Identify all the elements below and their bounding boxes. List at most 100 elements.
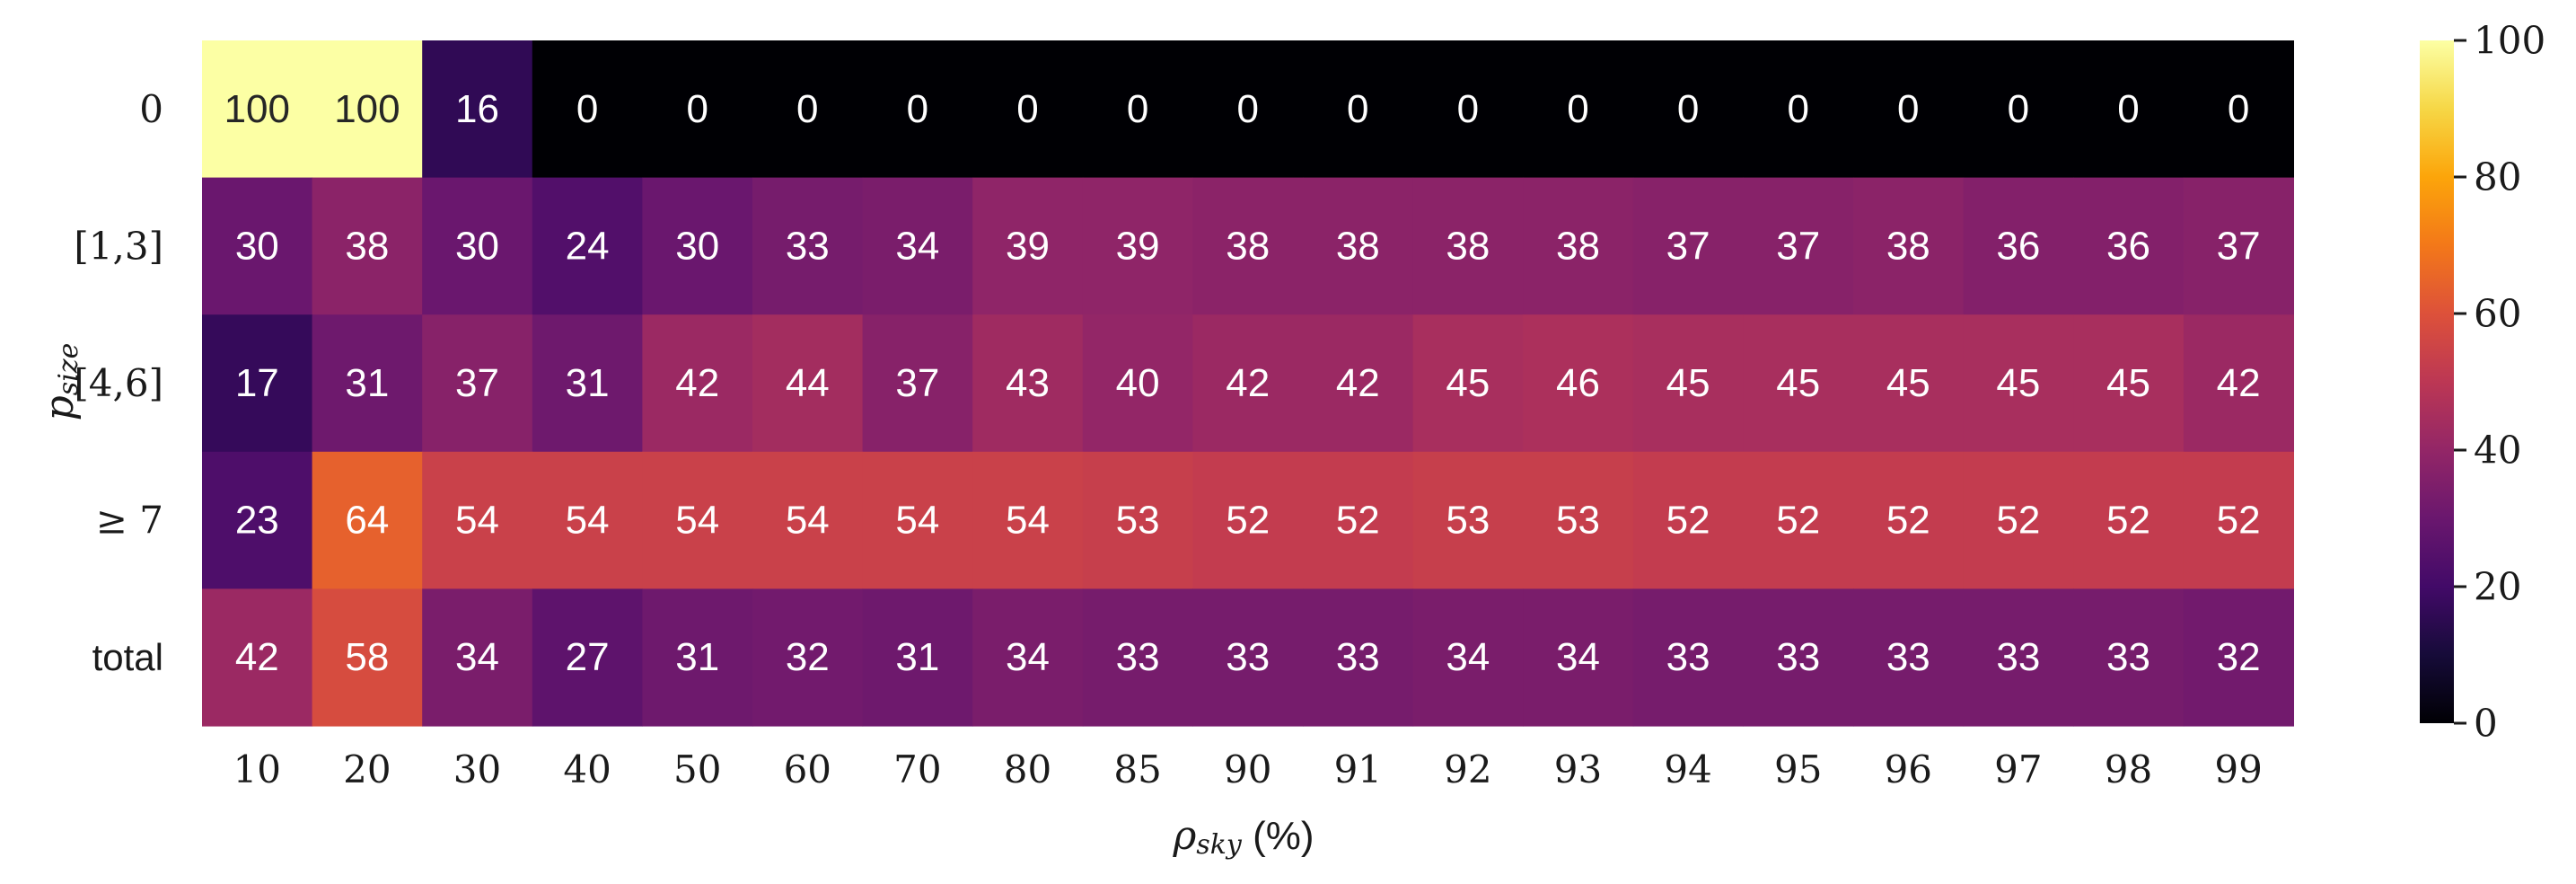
cell-value-label: 0	[1236, 87, 1258, 131]
colorbar-tick-label: 100	[2474, 19, 2545, 63]
heatmap-cell	[1192, 40, 1304, 179]
x-tick-label: 40	[563, 747, 611, 791]
cell-value-label: 36	[2106, 224, 2150, 268]
y-axis-title: psize	[37, 343, 84, 421]
cell-value-label: 0	[576, 87, 598, 131]
cell-value-label: 40	[1116, 361, 1160, 405]
cell-value-label: 45	[1886, 361, 1930, 405]
cell-value-label: 36	[1996, 224, 2040, 268]
cell-value-label: 45	[1446, 361, 1490, 405]
heatmap-cell	[2183, 40, 2294, 179]
heatmap-cell	[312, 588, 423, 727]
cell-value-label: 38	[345, 224, 389, 268]
heatmap-cell	[312, 314, 423, 453]
heatmap-cell	[1192, 177, 1304, 315]
cell-value-label: 17	[235, 361, 279, 405]
heatmap-cell	[1963, 40, 2074, 179]
cell-value-label: 58	[345, 635, 389, 679]
heatmap-cell	[2183, 451, 2294, 589]
y-tick-label: total	[92, 636, 163, 678]
cell-value-label: 52	[2106, 499, 2150, 543]
cell-value-label: 34	[1556, 635, 1600, 679]
cell-value-label: 52	[1776, 499, 1820, 543]
cell-value-label: 32	[2217, 635, 2261, 679]
heatmap-cell	[532, 40, 643, 179]
cell-value-label: 24	[566, 224, 610, 268]
heatmap-cell-labels: 100 100 16 0 0 0 0 0 0 0 0 0 0 0 0 0 0 0 0 30 38 30 24 30 33 34 39…	[224, 87, 2261, 679]
cell-value-label: 31	[566, 361, 610, 405]
heatmap-cell	[1412, 40, 1524, 179]
heatmap-cell	[1412, 177, 1524, 315]
heatmap-cell	[1963, 451, 2074, 589]
cell-value-label: 38	[1446, 224, 1490, 268]
cell-value-label: 30	[675, 224, 719, 268]
heatmap-cell	[972, 177, 1084, 315]
cell-value-label: 45	[2106, 361, 2150, 405]
heatmap-cell	[202, 451, 313, 589]
heatmap-cell	[1412, 451, 1524, 589]
cell-value-label: 33	[1336, 635, 1380, 679]
colorbar-tick-label: 80	[2474, 155, 2521, 199]
cell-value-label: 16	[455, 87, 499, 131]
cell-value-label: 44	[786, 361, 830, 405]
heatmap-cell	[1632, 40, 1744, 179]
x-tick-label: 94	[1664, 747, 1711, 791]
heatmap-cell	[862, 40, 973, 179]
heatmap-cell	[752, 451, 864, 589]
cell-value-label: 38	[1556, 224, 1600, 268]
heatmap-cell	[972, 588, 1084, 727]
cell-value-label: 45	[1776, 361, 1820, 405]
y-tick-label: [1,3]	[74, 224, 163, 268]
cell-value-label: 100	[224, 87, 290, 131]
cell-value-label: 0	[796, 87, 818, 131]
cell-value-label: 37	[1666, 224, 1710, 268]
heatmap-cell	[1853, 40, 1965, 179]
cell-value-label: 0	[1347, 87, 1368, 131]
cell-value-label: 45	[1996, 361, 2040, 405]
heatmap-cell	[1743, 40, 1854, 179]
y-axis-title-main: p	[37, 395, 83, 420]
heatmap-cell	[642, 177, 753, 315]
cell-value-label: 31	[345, 361, 389, 405]
heatmap-cell	[2073, 177, 2185, 315]
y-tick-labels: 0 [1,3] [4,6] ≥ 7 total	[74, 87, 163, 678]
heatmap-cell	[1963, 314, 2074, 453]
x-tick-label: 10	[233, 747, 281, 791]
heatmap-cell	[1853, 451, 1965, 589]
heatmap-cell	[1523, 451, 1634, 589]
cell-value-label: 33	[1776, 635, 1820, 679]
heatmap-cell	[752, 177, 864, 315]
heatmap-cell	[1963, 588, 2074, 727]
x-tick-label: 98	[2105, 747, 2152, 791]
cell-value-label: 34	[1446, 635, 1490, 679]
heatmap-cell	[642, 314, 753, 453]
heatmap-cell	[1523, 588, 1634, 727]
heatmap-cell	[1303, 40, 1414, 179]
y-axis-title-sub: size	[53, 343, 84, 396]
heatmap-cell	[1632, 451, 1744, 589]
x-tick-label: 85	[1113, 747, 1161, 791]
cell-value-label: 33	[1226, 635, 1270, 679]
heatmap-cell	[1303, 314, 1414, 453]
cell-value-label: 0	[1127, 87, 1148, 131]
heatmap-cell	[862, 177, 973, 315]
y-tick-label: 0	[139, 87, 163, 131]
cell-value-label: 42	[2217, 361, 2261, 405]
cell-value-label: 52	[1336, 499, 1380, 543]
heatmap-cell	[1743, 588, 1854, 727]
cell-value-label: 0	[1457, 87, 1479, 131]
heatmap-cell	[1963, 177, 2074, 315]
heatmap-cell	[532, 177, 643, 315]
heatmap-cell	[1192, 588, 1304, 727]
heatmap-cell	[642, 40, 753, 179]
cell-value-label: 42	[235, 635, 279, 679]
x-axis-title-unit: (%)	[1242, 814, 1314, 858]
cell-value-label: 52	[1666, 499, 1710, 543]
cell-value-label: 52	[1886, 499, 1930, 543]
heatmap-cell	[422, 588, 533, 727]
heatmap-cell	[1192, 451, 1304, 589]
heatmap-cell	[642, 588, 753, 727]
cell-value-label: 52	[1996, 499, 2040, 543]
cell-value-label: 23	[235, 499, 279, 543]
heatmap-cell	[1853, 588, 1965, 727]
